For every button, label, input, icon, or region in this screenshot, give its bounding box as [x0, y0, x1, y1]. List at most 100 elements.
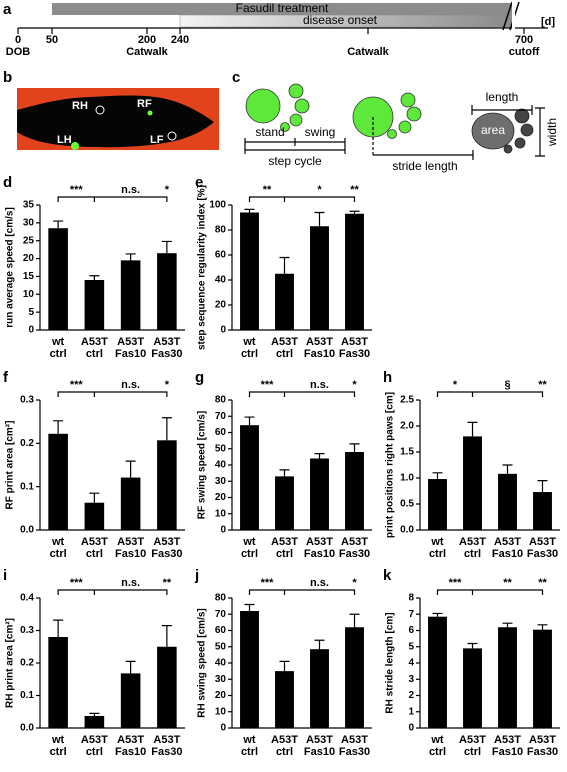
x-tick-label: ctrl — [86, 348, 103, 360]
y-axis-label: RF swing speed [cm/s] — [197, 411, 208, 519]
paw-print — [147, 110, 153, 116]
bar — [120, 673, 141, 728]
y-tick-label: 30 — [23, 217, 35, 228]
bar — [84, 280, 105, 330]
x-tick-label: Fas30 — [339, 746, 370, 758]
paw-label: RH — [72, 100, 88, 112]
panel-letter: a — [3, 1, 12, 18]
x-tick-label: A53T — [81, 536, 108, 548]
y-tick-label: 0.5 — [400, 499, 414, 510]
x-tick-label: A53T — [153, 336, 180, 348]
significance-label: ** — [503, 577, 512, 589]
y-tick-label: 0.1 — [20, 690, 34, 701]
error-bar — [314, 639, 325, 650]
x-tick-label: A53T — [153, 734, 180, 746]
bar — [157, 646, 177, 728]
y-tick-label: 60 — [215, 427, 227, 438]
x-tick-label: A53T — [117, 336, 144, 348]
x-tick-label: A53T — [117, 536, 144, 548]
bar — [345, 627, 364, 728]
y-tick-label: 10 — [23, 289, 35, 300]
error-bar — [537, 480, 548, 493]
y-tick-label: 15 — [23, 271, 35, 282]
bar — [275, 273, 294, 330]
y-tick-label: 20 — [215, 492, 227, 503]
significance-label: * — [352, 577, 357, 589]
y-tick-label: 2.0 — [400, 421, 414, 432]
x-tick-label: A53T — [271, 536, 298, 548]
y-tick-label: 50 — [215, 443, 227, 454]
x-tick-label: ctrl — [50, 348, 67, 360]
y-tick-label: 40 — [215, 275, 227, 286]
x-tick-label: wt — [430, 536, 444, 548]
significance-label: * — [165, 379, 170, 391]
bar — [240, 425, 259, 530]
significance-label: * — [352, 379, 357, 391]
y-tick-label: 50 — [215, 641, 227, 652]
y-tick-label: 20 — [23, 253, 35, 264]
error-bar — [314, 453, 325, 459]
paw-area-diagram — [471, 108, 534, 154]
y-tick-label: 7 — [408, 609, 414, 620]
x-tick-label: ctrl — [50, 548, 67, 560]
x-tick-label: Fas10 — [304, 348, 335, 360]
event-label: cutoff — [509, 46, 540, 58]
y-tick-label: 60 — [215, 625, 227, 636]
paw-label: RF — [137, 98, 152, 110]
bar — [498, 627, 517, 728]
length-label: length — [486, 90, 519, 104]
mouse-silhouette — [17, 95, 214, 148]
y-axis-label: RH print area [cm²] — [5, 618, 16, 708]
significance-label: n.s. — [310, 577, 329, 589]
x-tick-label: wt — [242, 336, 256, 348]
panel-letter: e — [195, 174, 203, 191]
error-bar — [349, 210, 360, 214]
bar — [463, 436, 482, 530]
significance-label: n.s. — [121, 184, 140, 196]
bar — [84, 502, 105, 530]
treatment-bar — [52, 3, 512, 15]
y-tick-label: 8 — [408, 593, 414, 604]
x-tick-label: wt — [430, 734, 444, 746]
error-bar — [244, 208, 255, 213]
y-tick-label: 1 — [408, 706, 414, 717]
y-axis-label: RH stride length [cm] — [385, 612, 396, 713]
y-tick-label: 2.5 — [400, 395, 414, 406]
x-tick-label: wt — [51, 734, 65, 746]
error-bar — [244, 603, 255, 611]
x-tick-label: Fas10 — [115, 746, 146, 758]
bar — [120, 260, 141, 330]
cycle-label: step cycle — [268, 154, 322, 168]
y-tick-label: 0 — [408, 723, 414, 734]
x-tick-label: Fas30 — [151, 348, 182, 360]
error-bar — [53, 619, 64, 637]
y-axis-label: print positions right paws [cm] — [385, 392, 396, 538]
y-tick-label: 0.0 — [20, 723, 34, 734]
x-tick-label: ctrl — [464, 548, 481, 560]
error-bar — [432, 472, 443, 480]
y-tick-label: 3 — [408, 674, 414, 685]
x-tick-label: A53T — [271, 734, 298, 746]
significance-label: ** — [263, 184, 272, 196]
bar — [275, 671, 294, 728]
y-tick-label: 5 — [408, 641, 414, 652]
error-bar — [314, 211, 325, 227]
x-tick-label: ctrl — [276, 548, 293, 560]
paw-label: LF — [150, 134, 164, 146]
y-tick-label: 40 — [215, 658, 227, 669]
x-tick-label: ctrl — [86, 548, 103, 560]
x-tick-label: wt — [242, 734, 256, 746]
significance-label: ** — [163, 577, 172, 589]
x-tick-label: A53T — [81, 336, 108, 348]
significance-bracket — [57, 196, 168, 202]
x-tick-label: A53T — [271, 336, 298, 348]
significance-label: *** — [261, 379, 275, 391]
y-tick-label: 0.3 — [20, 625, 34, 636]
y-tick-label: 1.5 — [400, 447, 414, 458]
y-axis-label: RF print area [cm²] — [5, 421, 16, 510]
y-tick-label: 30 — [215, 476, 227, 487]
significance-bracket — [248, 196, 356, 202]
significance-label: *** — [70, 379, 84, 391]
x-tick-label: Fas10 — [492, 746, 523, 758]
significance-label: n.s. — [121, 577, 140, 589]
